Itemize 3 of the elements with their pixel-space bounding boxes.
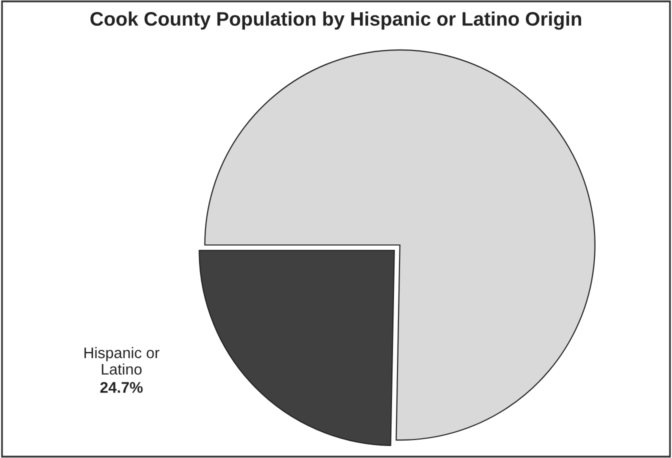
chart-title: Cook County Population by Hispanic or Latino Origin (90, 12, 582, 30)
data-label: 24.7% (100, 382, 143, 393)
slice-label: Hispanic or Latino (84, 347, 160, 375)
